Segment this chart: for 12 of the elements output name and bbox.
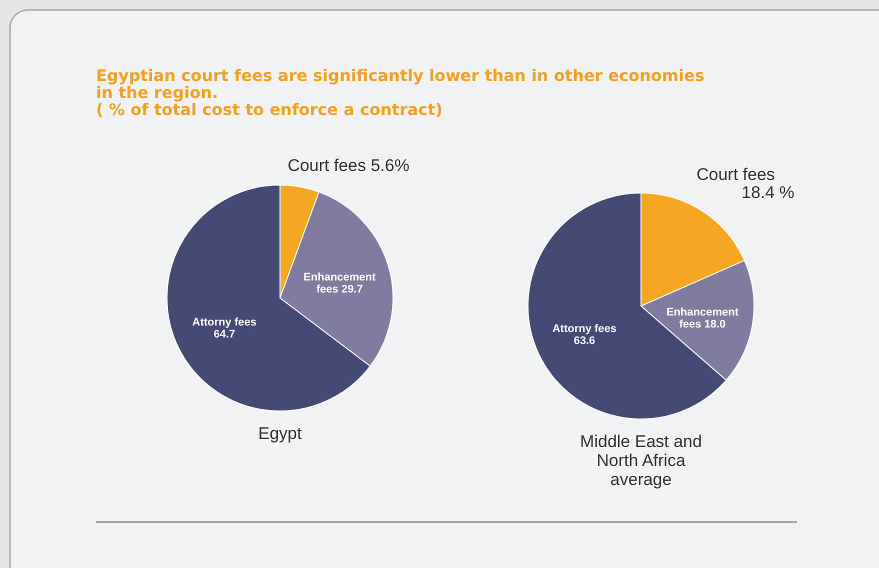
data-label: 64.7 xyxy=(214,328,236,341)
slice-label: Enhancement fees 18.0 xyxy=(666,306,739,330)
text: Egypt xyxy=(258,424,302,443)
text: Middle East and North Africa average xyxy=(580,432,702,489)
slice-label: Enhancement fees 29.7 xyxy=(304,271,376,296)
slice-label: Attorny fees xyxy=(552,322,617,335)
slice-label: Attorny fees xyxy=(192,316,256,329)
data-label: 18.4 % xyxy=(741,182,794,202)
chart-title: Egyptian court fees are significantly lower than in other economies in the region. ( % of total cost to enforce a contract) xyxy=(96,66,704,119)
slice-label: Court fees xyxy=(696,164,775,184)
data-label: 63.6 xyxy=(574,334,596,347)
slice-label: Court fees 5.6% xyxy=(288,156,410,175)
